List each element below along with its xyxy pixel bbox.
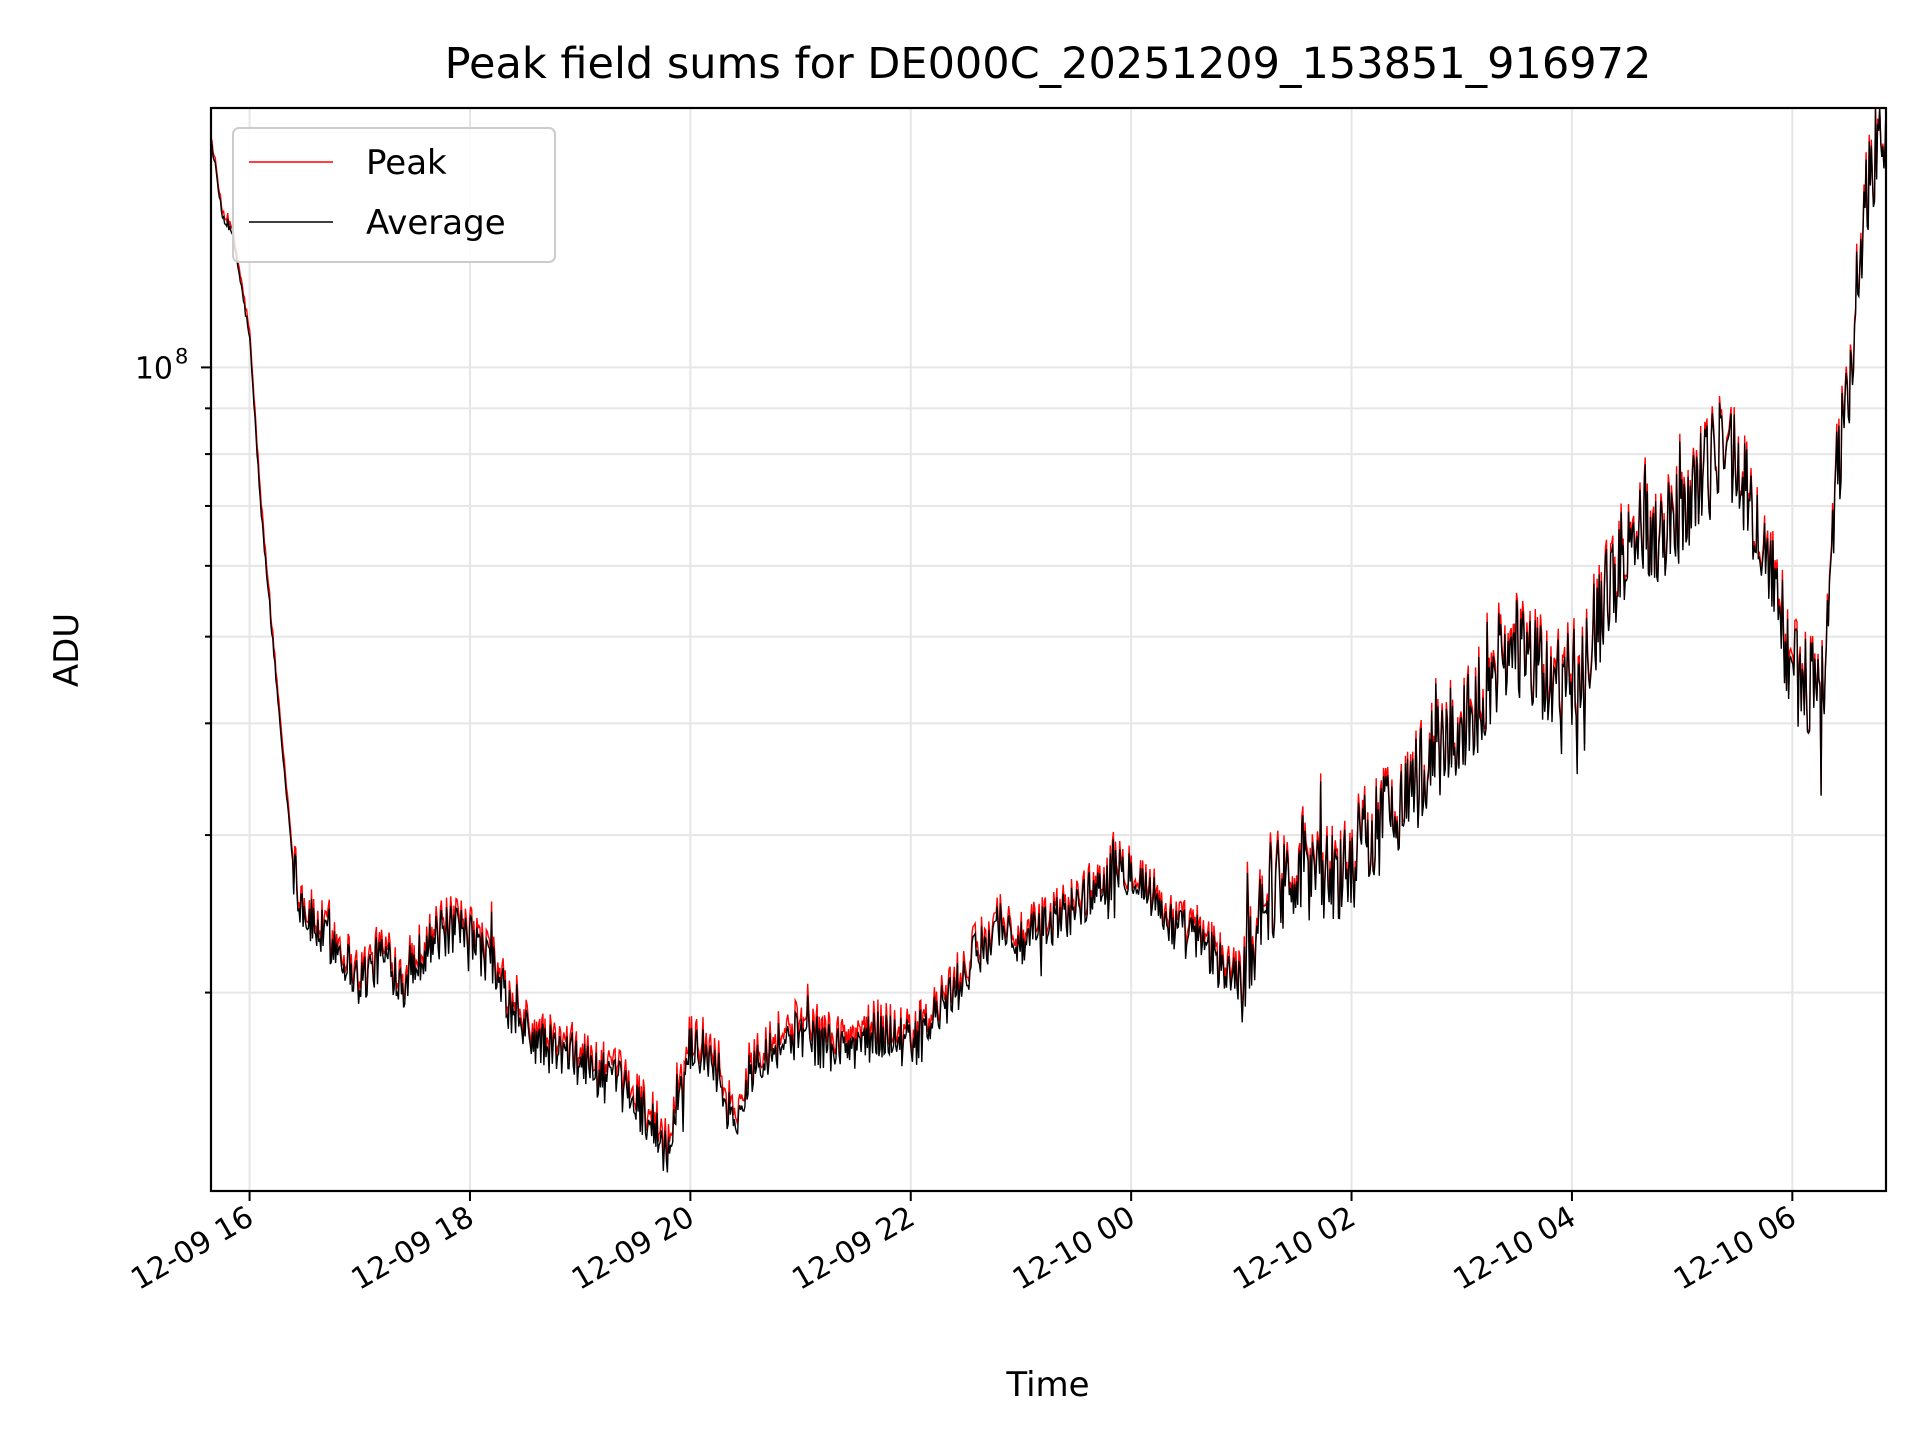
- y-tick-label: 10 8: [135, 344, 189, 386]
- y-axis-label: ADU: [47, 613, 87, 687]
- plot-frame: [209, 106, 1888, 1193]
- legend: Peak Average: [232, 127, 556, 263]
- chart-title: Peak field sums for DE000C_20251209_1538…: [445, 39, 1652, 89]
- series-layer: [210, 107, 1887, 1173]
- series-average-line: [210, 107, 1887, 1173]
- legend-peak-label: Peak: [366, 143, 447, 183]
- y-tick-label-base: 10: [135, 351, 173, 386]
- grid: [211, 108, 1886, 1191]
- y-tick-label-exponent: 8: [175, 344, 188, 368]
- x-axis-label: Time: [1005, 1365, 1089, 1405]
- y-axis-ticks: 10 8: [135, 344, 211, 994]
- legend-average-label: Average: [366, 203, 506, 243]
